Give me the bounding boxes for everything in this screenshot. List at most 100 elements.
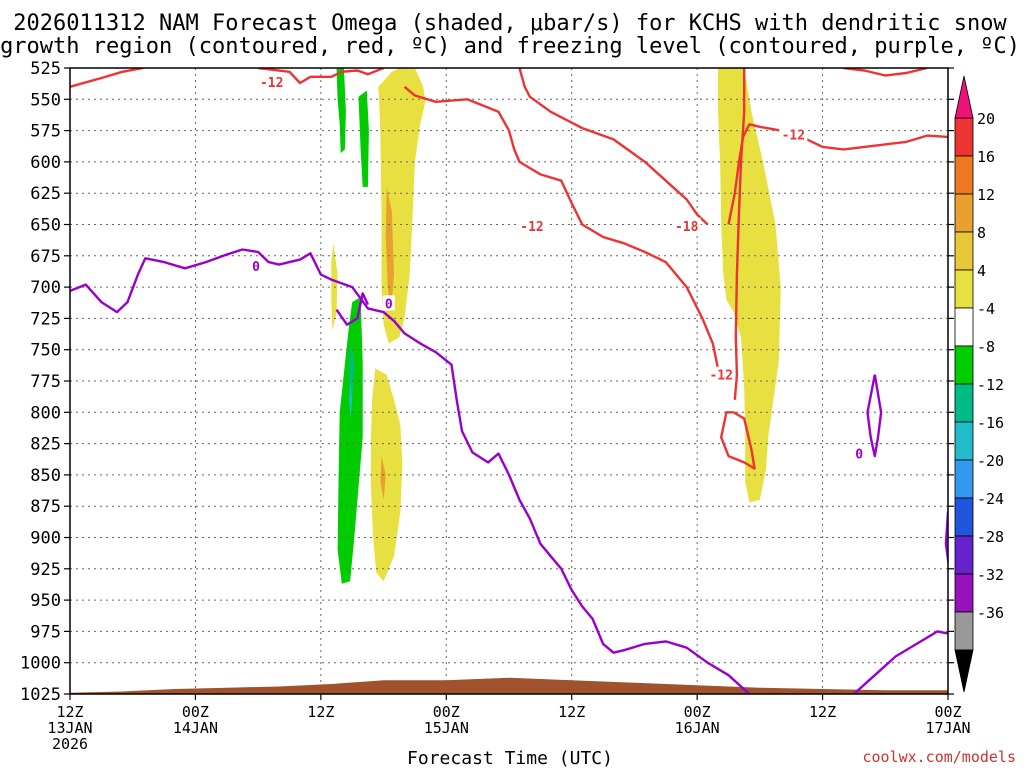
colorbar-segment (954, 573, 974, 613)
y-tick-label: 650 (30, 216, 61, 236)
contour-label-bg (250, 257, 263, 273)
contour-label-bg (707, 366, 736, 382)
colorbar-segment (954, 307, 974, 347)
axes: 525 550 575 600 625 650 675 700 725 750 775 800 825 8… (20, 59, 971, 753)
omega-shade-orange-early (385, 186, 394, 313)
chart-title-line2: growth region (contoured, red, ºC) and f… (0, 34, 1020, 59)
colorbar-label: -32 (977, 566, 1004, 584)
colorbar-label: -12 (977, 376, 1004, 394)
y-tick-label: 725 (30, 309, 61, 329)
contour-label: 0 (385, 297, 393, 312)
contour-label-bg (517, 217, 546, 233)
freezing-contour-fzl-main (70, 248, 751, 694)
snow-growth-contour-dgz-mid (403, 85, 720, 369)
y-tick-label: 775 (30, 372, 61, 392)
freezing-contour-fzl-right-loop (866, 374, 883, 458)
omega-shade-yellow-low (371, 368, 403, 582)
x-tick-label: 2026 (52, 735, 88, 753)
colorbar-segment (954, 459, 974, 499)
omega-shade-green-low (337, 297, 363, 584)
colorbar-label: 12 (977, 186, 995, 204)
omega-shade-green-a (336, 68, 346, 154)
y-tick-label: 525 (30, 59, 61, 79)
omega-shade-green-b (358, 90, 369, 187)
snow-growth-contour-dgz-far-right (733, 68, 746, 400)
contour-label: -12 (709, 369, 732, 384)
x-tick-label: 16JAN (675, 719, 720, 737)
y-tick-label: 1000 (20, 654, 61, 674)
contour-label: 0 (855, 448, 863, 463)
y-tick-label: 675 (30, 247, 61, 267)
x-tick-label: 12Z (558, 703, 585, 721)
x-tick-label: 13JAN (47, 719, 92, 737)
x-tick-label: 12Z (56, 703, 83, 721)
colorbar-segment (954, 345, 974, 385)
y-tick-label: 750 (30, 341, 61, 361)
colorbar-segment (954, 231, 974, 271)
plot-inner: -12 -12 -18 -12 -12 0 0 0 (70, 68, 948, 694)
colorbar-label: 20 (977, 110, 995, 128)
y-tick-label: 800 (30, 403, 61, 423)
y-tick-label: 600 (30, 153, 61, 173)
colorbar-label: -36 (977, 604, 1004, 622)
colorbar-bottom-arrow (954, 649, 974, 693)
y-tick-label: 950 (30, 591, 61, 611)
colorbar-label: -4 (977, 300, 995, 318)
colorbar-segment (954, 611, 974, 651)
x-tick-label: 00Z (934, 703, 961, 721)
snow-growth-contour-dgz-upper (257, 68, 385, 85)
colorbar-label: -28 (977, 528, 1004, 546)
snow-growth-contour-dgz-loop (720, 411, 756, 470)
colorbar: 20 16 12 8 4 -4 -8 -12 -16 -20 -24 -28 -32 -36 (954, 75, 1004, 693)
snow-growth-contour-dgz-top-right (843, 68, 928, 77)
plot-area: -12 -12 -18 -12 -12 0 0 0 (70, 68, 948, 694)
x-tick-label: 17JAN (925, 719, 970, 737)
colorbar-label: 8 (977, 224, 986, 242)
chart-title-line1: 2026011312 NAM Forecast Omega (shaded, μ… (13, 11, 1007, 36)
x-tick-label: 12Z (307, 703, 334, 721)
y-tick-label: 550 (30, 90, 61, 110)
snow-growth-contour-dgz-top-left (70, 68, 144, 88)
contour-label-bg (853, 445, 866, 461)
omega-shade-cyan-low (349, 381, 353, 419)
colorbar-label: 4 (977, 262, 986, 280)
omega-shade-orange-low (380, 456, 386, 500)
x-tick-label: 14JAN (173, 719, 218, 737)
y-tick-label: 575 (30, 122, 61, 142)
contour-label: -12 (782, 128, 805, 143)
y-tick-label: 975 (30, 622, 61, 642)
colorbar-segment (954, 117, 974, 157)
x-axis-label: Forecast Time (UTC) (407, 748, 613, 768)
colorbar-label: -24 (977, 490, 1004, 508)
x-tick-label: 00Z (433, 703, 460, 721)
x-tick-label: 12Z (809, 703, 836, 721)
credit-text: coolwx.com/models (862, 748, 1016, 766)
x-tick-label: 00Z (684, 703, 711, 721)
colorbar-segment (954, 193, 974, 233)
y-tick-label: 825 (30, 435, 61, 455)
contour-label-bg (257, 73, 286, 89)
y-tick-label: 925 (30, 560, 61, 580)
contour-label-bg (779, 126, 808, 142)
y-tick-label: 700 (30, 278, 61, 298)
colorbar-label: -8 (977, 338, 995, 356)
y-tick-label: 900 (30, 529, 61, 549)
y-tick-label: 1025 (20, 685, 61, 705)
colorbar-label: -16 (977, 414, 1004, 432)
omega-shade-yellow-day3 (718, 68, 781, 503)
snow-growth-contour-dgz-main (518, 68, 709, 226)
colorbar-segment (954, 535, 974, 575)
contour-label: -12 (260, 76, 283, 91)
y-tick-label: 625 (30, 184, 61, 204)
colorbar-segment (954, 497, 974, 537)
y-tick-label: 850 (30, 466, 61, 486)
x-tick-label: 15JAN (424, 719, 469, 737)
contour-label-bg (672, 217, 701, 233)
colorbar-label: 16 (977, 148, 995, 166)
colorbar-segment (954, 155, 974, 195)
contour-label-bg (382, 295, 395, 311)
freezing-contour-fzl-left-v (335, 292, 369, 326)
contour-label: 0 (252, 260, 260, 275)
omega-shade-teal-low (349, 343, 355, 400)
